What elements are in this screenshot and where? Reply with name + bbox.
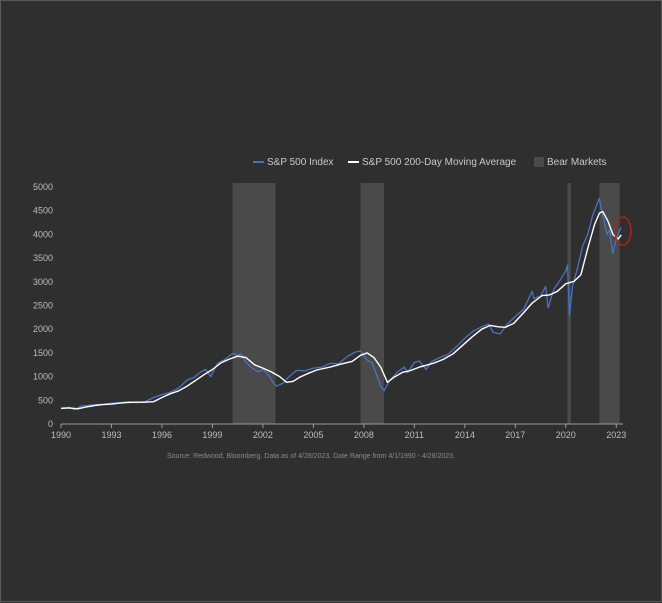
- legend: S&P 500 Index S&P 500 200-Day Moving Ave…: [253, 157, 606, 168]
- x-tick-label-6: 2008: [354, 430, 374, 440]
- x-tick-label-5: 2005: [303, 430, 323, 440]
- y-tick-label-2: 1000: [33, 372, 53, 382]
- y-tick-label-5: 2500: [33, 301, 53, 311]
- y-tick-label-6: 3000: [33, 277, 53, 287]
- y-tick-label-8: 4000: [33, 229, 53, 239]
- y-tick-label-10: 5000: [33, 182, 53, 192]
- bear-market-band-0: [232, 183, 276, 424]
- legend-swatch-bear: [534, 157, 544, 167]
- y-tick-label-9: 4500: [33, 206, 53, 216]
- moving-average-line: [60, 210, 622, 410]
- x-tick-label-4: 2002: [253, 430, 273, 440]
- y-tick-label-0: 0: [48, 419, 53, 429]
- source-note: Source: Redwood, Bloomberg. Data as of 4…: [167, 453, 455, 460]
- x-tick-label-2: 1996: [152, 430, 172, 440]
- y-tick-label-1: 500: [38, 395, 53, 405]
- recent-highlight-circle: [614, 216, 632, 246]
- y-tick-label-3: 1500: [33, 348, 53, 358]
- axes: 0 500 1000 1500 2000 2500 3000 3500 4000 4500 5000…: [33, 182, 626, 440]
- legend-label-bear: Bear Markets: [547, 157, 606, 168]
- bear-market-band-3: [599, 183, 620, 424]
- y-tick-label-7: 3500: [33, 253, 53, 263]
- x-tick-label-0: 1990: [51, 430, 71, 440]
- y-tick-label-4: 2000: [33, 324, 53, 334]
- x-tick-label-10: 2020: [556, 430, 576, 440]
- x-tick-label-8: 2014: [455, 430, 475, 440]
- x-tick-label-1: 1993: [101, 430, 121, 440]
- sp500-index-line: [60, 197, 622, 411]
- x-tick-label-7: 2011: [405, 430, 424, 440]
- legend-label-index: S&P 500 Index: [267, 157, 334, 168]
- x-tick-label-3: 1999: [202, 430, 222, 440]
- x-tick-label-11: 2023: [606, 430, 626, 440]
- bear-market-band-1: [360, 183, 385, 424]
- legend-label-ma: S&P 500 200-Day Moving Average: [362, 157, 517, 168]
- x-tick-label-9: 2017: [505, 430, 525, 440]
- bear-market-bands: [232, 183, 620, 424]
- series: [60, 197, 622, 411]
